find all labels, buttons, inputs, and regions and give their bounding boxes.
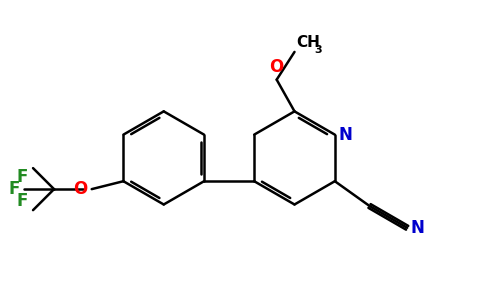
Text: N: N: [410, 219, 424, 237]
Text: 3: 3: [314, 45, 322, 55]
Text: CH: CH: [297, 35, 320, 50]
Text: O: O: [74, 180, 88, 198]
Text: F: F: [17, 168, 28, 186]
Text: O: O: [270, 58, 284, 76]
Text: N: N: [339, 126, 353, 144]
Text: F: F: [17, 192, 28, 210]
Text: F: F: [8, 180, 19, 198]
